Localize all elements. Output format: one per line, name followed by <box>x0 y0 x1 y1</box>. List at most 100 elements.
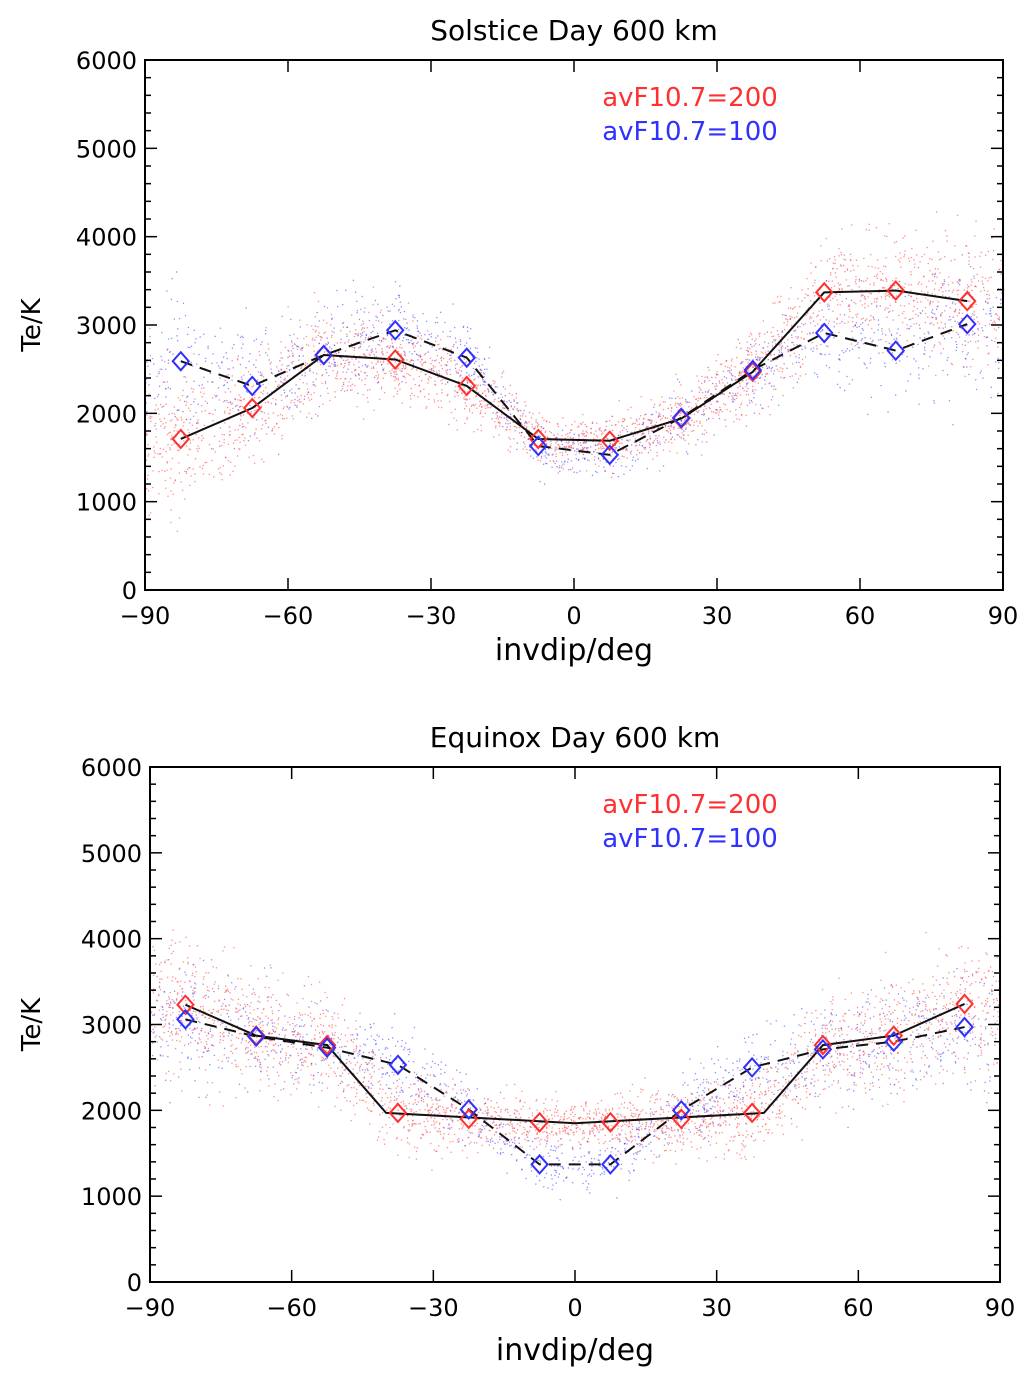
scatter-point <box>751 401 753 403</box>
scatter-point <box>551 1114 553 1116</box>
scatter-point <box>298 355 301 357</box>
scatter-point <box>396 393 398 395</box>
scatter-point <box>836 323 838 325</box>
scatter-point <box>897 341 899 343</box>
scatter-point <box>386 1132 388 1134</box>
y-tick-label: 0 <box>122 577 137 605</box>
scatter-point <box>146 434 148 436</box>
scatter-point <box>408 351 411 353</box>
scatter-point <box>675 1119 678 1121</box>
scatter-point <box>590 432 592 434</box>
scatter-point <box>496 411 499 414</box>
scatter-point <box>309 369 311 372</box>
scatter-point <box>550 432 553 434</box>
scatter-point <box>921 310 924 312</box>
scatter-point <box>924 297 927 299</box>
scatter-point <box>317 361 319 363</box>
scatter-point <box>873 298 876 300</box>
scatter-point <box>461 384 463 386</box>
scatter-point <box>453 1133 456 1136</box>
scatter-point <box>434 380 436 382</box>
scatter-point <box>557 443 559 445</box>
scatter-point <box>604 1134 606 1137</box>
scatter-point <box>957 293 959 296</box>
scatter-point <box>973 277 975 279</box>
scatter-point <box>755 350 757 352</box>
scatter-point <box>951 326 953 328</box>
scatter-point <box>896 332 898 334</box>
scatter-point <box>489 407 491 409</box>
diamond-marker <box>957 313 977 335</box>
scatter-point <box>670 418 672 421</box>
scatter-point <box>187 407 190 409</box>
scatter-point <box>952 316 954 318</box>
scatter-point <box>882 1057 885 1059</box>
scatter-point <box>409 374 411 377</box>
scatter-point <box>577 426 579 428</box>
scatter-point <box>454 364 457 366</box>
scatter-point <box>484 405 486 407</box>
scatter-point <box>505 1108 507 1110</box>
scatter-point <box>841 1106 844 1109</box>
scatter-point <box>207 345 209 348</box>
scatter-point <box>346 333 348 335</box>
scatter-point <box>310 394 312 396</box>
scatter-point <box>324 381 327 383</box>
scatter-point <box>689 1114 691 1116</box>
scatter-point <box>561 454 564 457</box>
scatter-point <box>637 1095 639 1098</box>
scatter-point <box>146 411 148 413</box>
chart-title: Solstice Day 600 km <box>430 14 718 47</box>
scatter-point <box>391 342 393 344</box>
scatter-point <box>317 326 319 328</box>
scatter-point <box>795 356 797 358</box>
scatter-point <box>842 1015 844 1017</box>
scatter-point <box>647 425 649 428</box>
scatter-point <box>252 1032 254 1034</box>
scatter-point <box>771 385 773 387</box>
scatter-point <box>872 316 874 318</box>
scatter-point <box>540 1138 542 1141</box>
scatter-point <box>770 331 772 334</box>
scatter-point <box>798 1083 800 1085</box>
scatter-point <box>555 460 558 462</box>
scatter-point <box>389 1096 392 1098</box>
scatter-point <box>997 287 1000 290</box>
scatter-point <box>272 397 274 400</box>
scatter-point <box>444 1116 447 1119</box>
scatter-point <box>359 355 361 357</box>
scatter-point <box>746 1105 748 1107</box>
scatter-point <box>976 273 978 276</box>
scatter-point <box>557 425 560 428</box>
scatter-point <box>530 455 532 457</box>
scatter-point <box>957 321 959 323</box>
scatter-point <box>202 1008 204 1010</box>
scatter-point <box>363 311 366 313</box>
scatter-point <box>558 465 561 467</box>
scatter-point <box>729 367 731 369</box>
scatter-point <box>948 332 950 335</box>
scatter-point <box>281 315 283 318</box>
scatter-point <box>294 398 296 401</box>
scatter-point <box>178 517 181 519</box>
scatter-point <box>956 331 958 334</box>
scatter-point <box>832 310 834 312</box>
scatter-point <box>998 319 1001 321</box>
scatter-point <box>710 410 713 413</box>
scatter-point <box>400 370 403 373</box>
scatter-point <box>632 456 635 458</box>
scatter-point <box>966 970 968 972</box>
scatter-point <box>410 359 413 361</box>
scatter-point <box>372 303 374 306</box>
scatter-point <box>697 400 699 402</box>
scatter-point <box>628 1125 630 1127</box>
scatter-point <box>751 1093 753 1095</box>
scatter-point <box>171 457 174 460</box>
scatter-point <box>888 342 890 344</box>
scatter-point <box>904 295 906 298</box>
scatter-point <box>337 1017 340 1019</box>
scatter-point <box>436 344 439 346</box>
scatter-point <box>299 1033 302 1035</box>
scatter-point <box>373 1071 375 1073</box>
scatter-point <box>645 1124 648 1126</box>
